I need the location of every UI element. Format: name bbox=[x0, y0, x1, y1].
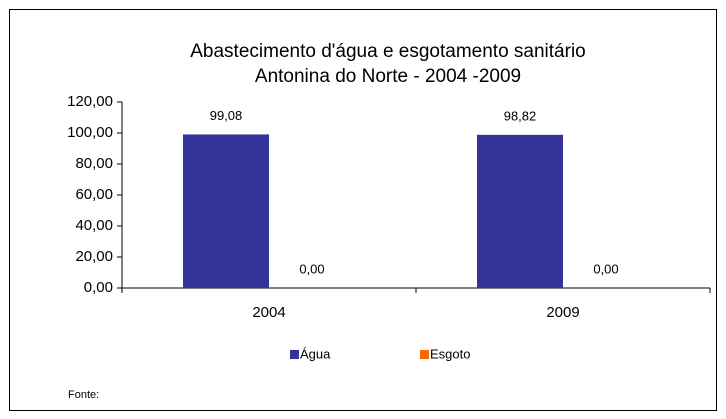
legend-label: Água bbox=[300, 346, 331, 361]
y-tick-label: 80,00 bbox=[75, 155, 113, 172]
y-tick-label: 20,00 bbox=[75, 248, 113, 265]
x-tick-label: 2004 bbox=[252, 304, 285, 321]
x-tick-label: 2009 bbox=[546, 304, 579, 321]
bar bbox=[183, 134, 269, 288]
legend-swatch bbox=[420, 350, 429, 359]
value-label: 98,82 bbox=[504, 108, 537, 123]
y-tick-label: 100,00 bbox=[67, 124, 113, 141]
value-label: 0,00 bbox=[299, 261, 324, 276]
source-note: Fonte: bbox=[68, 389, 99, 401]
value-label: 0,00 bbox=[593, 261, 618, 276]
value-label: 99,08 bbox=[210, 108, 243, 123]
y-tick-label: 120,00 bbox=[67, 93, 113, 110]
y-tick-label: 0,00 bbox=[84, 279, 113, 296]
bar bbox=[477, 134, 563, 288]
chart-title: Abastecimento d'água e esgotamento sanit… bbox=[190, 41, 586, 62]
legend-swatch bbox=[290, 350, 299, 359]
y-tick-label: 60,00 bbox=[75, 186, 113, 203]
chart-frame bbox=[9, 9, 717, 411]
y-tick-label: 40,00 bbox=[75, 217, 113, 234]
legend-label: Esgoto bbox=[430, 346, 470, 361]
chart-subtitle: Antonina do Norte - 2004 -2009 bbox=[255, 66, 521, 87]
